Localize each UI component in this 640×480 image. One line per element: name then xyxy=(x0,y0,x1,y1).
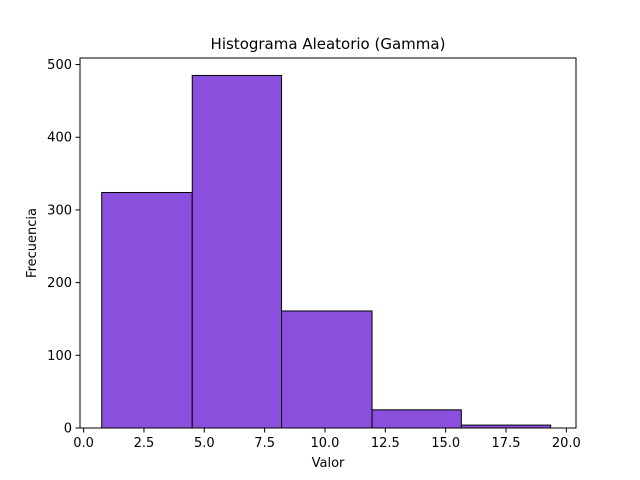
y-tick-label: 300 xyxy=(47,203,72,218)
x-tick-label: 0.0 xyxy=(73,436,94,451)
histogram-bar-2 xyxy=(191,74,283,429)
x-tick-label: 17.5 xyxy=(492,436,521,451)
histogram-bar-1 xyxy=(101,191,193,429)
x-tick-label: 15.0 xyxy=(431,436,460,451)
y-tick-label: 200 xyxy=(47,276,72,291)
y-tick-label: 400 xyxy=(47,131,72,146)
histogram-bar-3 xyxy=(281,310,373,429)
x-tick-label: 2.5 xyxy=(134,436,155,451)
y-tick-label: 100 xyxy=(47,349,72,364)
y-axis-ticks: 0 100 200 300 400 500 xyxy=(47,58,80,437)
x-axis-label: Valor xyxy=(312,456,345,471)
x-tick-label: 10.0 xyxy=(311,436,340,451)
x-tick-label: 5.0 xyxy=(194,436,215,451)
y-tick-label: 500 xyxy=(47,58,72,73)
histogram-bar-4 xyxy=(371,409,462,429)
x-tick-label: 12.5 xyxy=(371,436,400,451)
y-tick-label: 0 xyxy=(64,422,72,437)
x-axis-ticks: 0.0 2.5 5.0 7.5 10.0 12.5 15.0 17.5 20.0 xyxy=(73,428,581,451)
x-tick-label: 7.5 xyxy=(254,436,275,451)
chart-title: Histograma Aleatorio (Gamma) xyxy=(211,35,446,53)
plot-area-frame xyxy=(79,57,577,429)
x-tick-label: 20.0 xyxy=(552,436,581,451)
y-axis-label: Frecuencia xyxy=(25,208,40,278)
bars-layer xyxy=(101,74,552,429)
